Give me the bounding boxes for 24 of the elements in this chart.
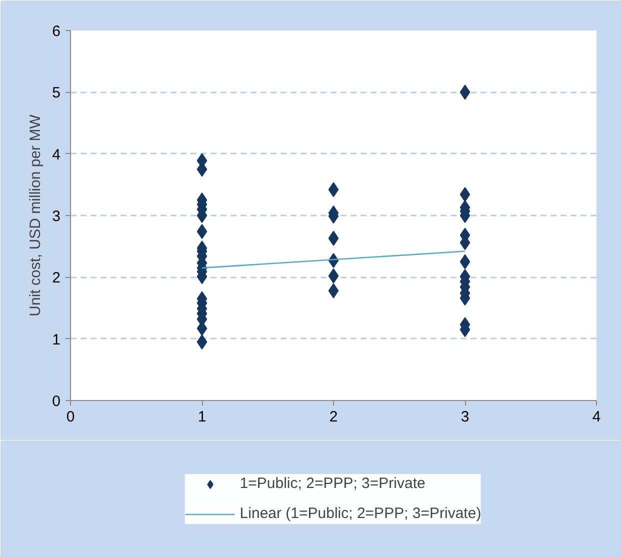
y-tick-label: 3 bbox=[52, 208, 60, 225]
x-tick-label: 4 bbox=[592, 408, 601, 426]
point bbox=[460, 254, 470, 270]
point bbox=[328, 268, 339, 284]
legend-label: Linear (1=Public; 2=PPP; 3=Private) bbox=[240, 505, 482, 522]
y-tick-label: 5 bbox=[52, 84, 60, 102]
y-axis-title: Unit cost, USD million per MW bbox=[27, 114, 44, 316]
y-tick-label: 6 bbox=[52, 23, 60, 40]
y-tick-label: 1 bbox=[52, 331, 60, 348]
y-tick-label: 0 bbox=[52, 393, 60, 410]
point bbox=[460, 84, 470, 100]
x-tick-label: 2 bbox=[329, 408, 338, 426]
legend-label: 1=Public; 2=PPP; 3=Private bbox=[240, 475, 426, 492]
x-tick-label: 3 bbox=[460, 408, 470, 426]
y-tick-label: 4 bbox=[52, 146, 60, 164]
x-tick-label: 0 bbox=[66, 408, 75, 426]
point bbox=[328, 182, 339, 198]
point bbox=[328, 283, 339, 298]
point bbox=[196, 334, 208, 350]
x-tick-label: 1 bbox=[198, 408, 206, 426]
point bbox=[328, 230, 339, 246]
y-tick-label: 2 bbox=[52, 270, 60, 287]
point bbox=[460, 187, 470, 202]
point bbox=[196, 224, 208, 240]
